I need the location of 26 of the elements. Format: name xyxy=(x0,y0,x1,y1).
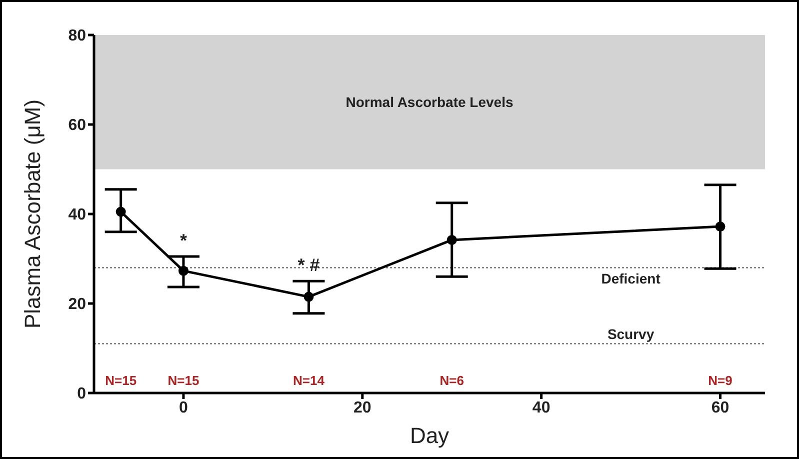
y-tick-label: 80 xyxy=(68,28,86,45)
annotation: N=15 xyxy=(105,373,137,388)
x-axis-title: Day xyxy=(410,423,450,448)
y-tick-label: 40 xyxy=(68,206,86,224)
annotation: N=15 xyxy=(168,373,200,388)
point xyxy=(715,222,726,232)
annotation: * xyxy=(180,230,187,251)
point xyxy=(446,234,457,245)
y-tick-label: 0 xyxy=(77,386,86,403)
band-label: Normal Ascorbate Levels xyxy=(346,94,514,110)
annotation: N=14 xyxy=(292,373,326,388)
ref-line-label: Scurvy xyxy=(607,326,654,342)
ref-line-label: Deficient xyxy=(601,270,661,287)
x-tick-label: 40 xyxy=(532,399,550,416)
point xyxy=(304,292,314,302)
annotation: N=6 xyxy=(440,373,464,388)
y-tick-label: 60 xyxy=(68,117,86,134)
x-tick-label: 0 xyxy=(179,399,188,416)
point xyxy=(116,206,126,217)
x-tick-label: 20 xyxy=(354,399,372,416)
y-tick-label: 20 xyxy=(68,296,86,314)
annotation: * # xyxy=(298,255,320,276)
y-axis-title: Plasma Ascorbate (μM) xyxy=(20,99,45,329)
x-tick-label: 60 xyxy=(711,399,730,416)
annotation: N=9 xyxy=(708,373,732,388)
point xyxy=(178,266,188,276)
